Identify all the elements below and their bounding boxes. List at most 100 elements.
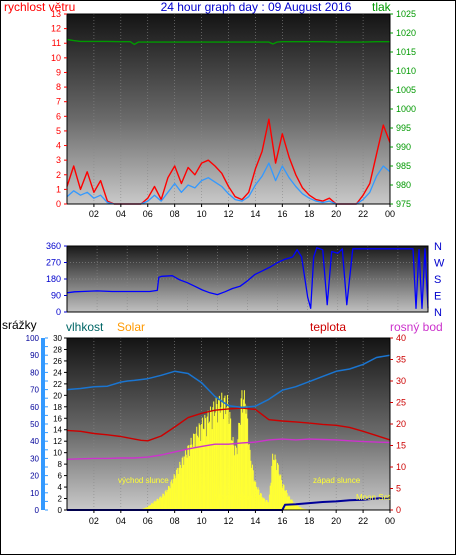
direction-tick-label: 360 [46,241,61,251]
direction-tick-label: 0 [56,307,61,317]
panel-direction-series [66,247,429,309]
temp-tick-label: 15 [396,441,406,451]
annotation-moon-rise: Moon Rise [214,493,253,502]
srazky-tick-label: 80 [30,368,39,377]
pressure-tick-label: 980 [396,180,411,190]
vlhkost-tick-label: 2 [58,495,63,504]
wind-tick-label: 1 [56,184,61,194]
x-tick-label: 04 [116,516,126,526]
vlhkost-tick-label: 0 [58,506,63,515]
x-tick-label: 16 [277,209,287,219]
temp-tick-label: 40 [396,333,406,343]
annotation-sunrise: východ slunce [118,476,169,485]
pressure-tick-label: 995 [396,123,411,133]
vlhkost-tick-label: 22 [53,380,62,389]
compass-label: S [434,274,441,286]
vlhkost-tick-label: 4 [58,483,63,492]
panel-temp-axes: 0102030405060708090100024681012141618202… [26,333,406,526]
x-tick-label: 14 [250,209,260,219]
direction-tick-label: 270 [46,258,61,268]
annotation-sunset: západ slunce [313,476,361,485]
annotation-moon-set: Moon Set [356,493,391,502]
x-tick-label: 10 [197,516,207,526]
x-tick-label: 20 [331,209,341,219]
srazky-tick-label: 60 [30,403,39,412]
x-tick-label: 20 [331,516,341,526]
direction-tick-label: 90 [51,291,61,301]
x-tick-label: 22 [358,516,368,526]
vlhkost-tick-label: 6 [58,472,63,481]
rain-line [67,497,391,511]
pressure-tick-label: 985 [396,161,411,171]
panel-wind-bg [67,14,390,204]
pressure-tick-label: 1005 [396,85,416,95]
srazky-label: srážky [2,318,37,332]
solar-label: Solar [117,320,145,334]
srazky-tick-label: 40 [30,437,39,446]
vlhkost-tick-label: 26 [53,357,62,366]
srazky-tick-label: 100 [26,334,40,343]
temperature-line [66,407,391,442]
temp-tick-label: 25 [396,398,406,408]
panel-temp-series [66,354,391,511]
vlhkost-tick-label: 10 [53,449,62,458]
temp-tick-label: 35 [396,355,406,365]
temp-tick-label: 5 [396,484,401,494]
wind-tick-label: 11 [52,38,61,48]
pressure-label: tlak [372,0,392,14]
x-tick-label: 14 [250,516,260,526]
wind-tick-label: 4 [56,141,61,151]
wind-tick-label: 2 [56,170,61,180]
vlhkost-tick-label: 20 [53,391,62,400]
dewpoint-line [66,438,391,460]
teplota-label: teplota [310,320,346,334]
wind-tick-label: 0 [56,199,61,209]
pressure-tick-label: 975 [396,199,411,209]
x-tick-label: 22 [358,209,368,219]
x-tick-label: 12 [223,516,233,526]
srazky-tick-label: 0 [35,506,40,515]
panel-direction-grid [67,246,428,312]
compass-label: N [434,241,442,253]
wind-speed-label: rychlost větru [4,0,75,14]
pressure-tick-label: 1020 [396,28,416,38]
x-tick-label: 00 [385,209,395,219]
pressure-tick-label: 990 [396,142,411,152]
compass-label: W [434,258,445,270]
srazky-tick-label: 10 [30,489,39,498]
wind-tick-label: 5 [56,126,61,136]
vlhkost-tick-label: 16 [53,414,62,423]
temp-tick-label: 10 [396,462,406,472]
x-tick-label: 02 [89,516,99,526]
vlhkost-tick-label: 24 [53,368,62,377]
x-tick-label: 08 [170,516,180,526]
x-tick-label: 08 [170,209,180,219]
x-tick-label: 18 [304,209,314,219]
vlhkost-tick-label: 30 [53,334,62,343]
pressure-tick-label: 1025 [396,9,416,19]
x-tick-label: 18 [304,516,314,526]
humidity-line [66,354,391,409]
vlhkost-tick-label: 8 [58,460,63,469]
vlhkost-tick-label: 18 [53,403,62,412]
x-tick-label: 00 [385,516,395,526]
rosny-bod-label: rosný bod [390,320,443,334]
wind-tick-label: 3 [56,155,61,165]
panel-wind-axes: 0123456789101112139759809859909951000100… [51,9,416,219]
wind-tick-label: 13 [51,9,61,19]
wind-tick-label: 8 [56,82,61,92]
x-tick-label: 16 [277,516,287,526]
direction-tick-label: 180 [46,274,61,284]
pressure-tick-label: 1010 [396,66,416,76]
compass-label: N [434,307,442,319]
compass-label: E [434,291,441,303]
vlhkost-tick-label: 14 [53,426,62,435]
pressure-line [66,38,390,46]
x-tick-label: 06 [143,516,153,526]
srazky-tick-label: 90 [30,351,39,360]
vlhkost-label: vlhkost [66,320,104,334]
srazky-tick-label: 30 [30,454,39,463]
